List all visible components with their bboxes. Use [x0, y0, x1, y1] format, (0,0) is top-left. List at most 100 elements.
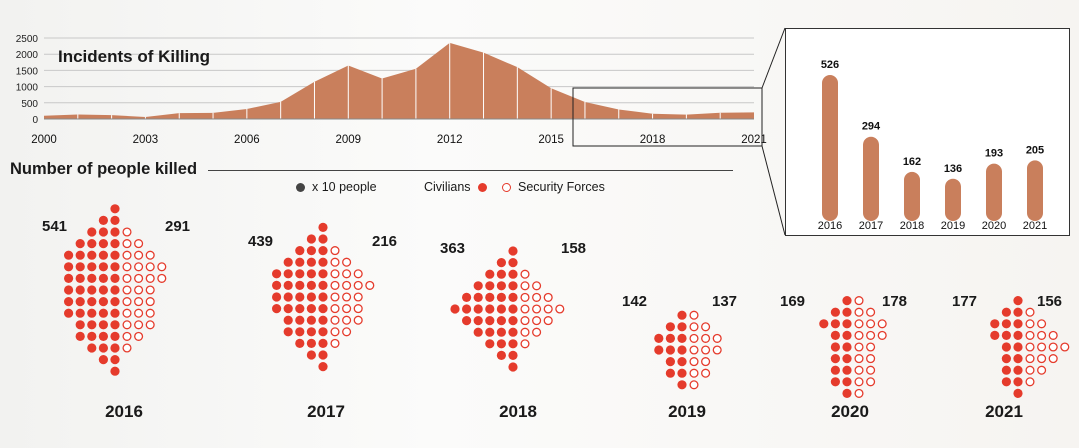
civilian-dot — [1013, 354, 1023, 364]
inset-value-label: 162 — [903, 156, 921, 168]
security-dot — [866, 342, 876, 352]
security-dot — [134, 297, 144, 307]
security-dot — [520, 281, 530, 291]
civilian-dot — [272, 280, 282, 290]
security-dot — [520, 339, 530, 349]
civilian-dot — [318, 304, 328, 314]
security-dot — [854, 307, 864, 317]
security-dot — [342, 327, 352, 337]
civilian-dot — [1001, 330, 1012, 340]
civilian-dot — [654, 333, 664, 343]
civilian-dot — [496, 339, 506, 349]
security-dot — [122, 239, 132, 249]
inset-bar — [1027, 160, 1043, 221]
civilian-dot — [842, 388, 852, 398]
civilian-dot — [283, 280, 293, 290]
security-dot — [145, 297, 155, 307]
inset-value-label: 294 — [862, 121, 881, 133]
x-tick-label: 2006 — [234, 134, 260, 146]
civilian-dot — [306, 338, 316, 348]
civilian-dot — [677, 333, 687, 343]
security-dot — [1037, 365, 1047, 375]
civilian-dot — [485, 269, 495, 279]
security-dot — [532, 316, 542, 326]
security-dot — [689, 333, 699, 343]
sec-count-2016: 291 — [165, 218, 191, 235]
civilian-dot — [496, 258, 506, 268]
civilian-dot — [508, 281, 518, 291]
security-dot — [365, 280, 375, 290]
y-tick-label: 1000 — [16, 83, 39, 94]
civilian-dot — [110, 331, 120, 341]
security-dot — [342, 292, 352, 302]
security-dot — [1037, 319, 1047, 329]
sec-count-2020: 178 — [882, 293, 908, 310]
civilian-dot — [473, 327, 483, 337]
security-dot — [866, 307, 876, 317]
security-dot — [122, 285, 132, 295]
security-dot — [866, 330, 876, 340]
civilian-dot — [318, 327, 328, 337]
civilian-dot — [75, 262, 85, 272]
civilian-dot — [87, 262, 97, 272]
security-dot — [342, 280, 352, 290]
x-tick-label: 2003 — [133, 134, 159, 146]
security-dot — [122, 297, 132, 307]
civilian-dot — [64, 250, 74, 260]
civilian-dot — [87, 273, 97, 283]
civilian-dot — [98, 331, 108, 341]
civilian-dot — [87, 343, 97, 353]
civilian-dot — [98, 297, 108, 307]
inset-bar-svg: 526 2016 294 2017 162 2018 136 2019 193 2020 205 20… — [818, 59, 1047, 232]
civilian-dot — [1001, 365, 1012, 375]
legend-security-label: Security Forces — [518, 180, 605, 194]
civilian-dot — [75, 297, 85, 307]
inset-bar — [822, 75, 838, 221]
civilian-dot — [87, 331, 97, 341]
security-dot — [342, 269, 352, 279]
civilian-dot — [485, 292, 495, 302]
inset-value-label: 193 — [985, 148, 1003, 160]
civilian-dot — [842, 365, 852, 375]
security-dot — [854, 388, 864, 398]
inset-bar — [904, 171, 920, 221]
civilian-dot — [473, 304, 483, 314]
security-dot — [1025, 307, 1035, 317]
security-dot — [532, 304, 542, 314]
civilian-dot — [98, 355, 108, 365]
year-label-2021: 2021 — [985, 402, 1023, 421]
security-dot — [854, 365, 864, 375]
security-dot — [701, 322, 711, 332]
security-dot — [134, 320, 144, 330]
security-dot — [134, 262, 144, 272]
civilian-dot — [272, 292, 282, 302]
civilian-dot — [508, 304, 518, 314]
civilian-dot — [98, 215, 108, 225]
civilian-dot — [654, 345, 664, 355]
civilian-dot — [318, 269, 328, 279]
civilian-dot — [98, 227, 108, 237]
security-dot — [353, 280, 363, 290]
security-dot — [157, 262, 167, 272]
civilian-dot — [496, 350, 506, 360]
civilian-dot — [75, 250, 85, 260]
security-dot — [712, 345, 722, 355]
civilian-dot — [98, 308, 108, 318]
civilian-dot — [110, 227, 120, 237]
security-dot — [1060, 342, 1070, 352]
civilian-dot — [98, 320, 108, 330]
civilian-dot — [1013, 377, 1023, 387]
civilian-dot — [110, 355, 120, 365]
civilian-dot — [306, 269, 316, 279]
civilian-dot — [496, 281, 506, 291]
civilian-dot — [496, 304, 506, 314]
legend-security: Security Forces — [502, 180, 605, 194]
civilian-dot — [272, 269, 282, 279]
security-dot — [866, 377, 876, 387]
security-dot — [555, 304, 565, 314]
civilian-dot — [87, 308, 97, 318]
security-dot — [145, 285, 155, 295]
inset-category-label: 2016 — [818, 220, 842, 232]
security-dot — [122, 331, 132, 341]
